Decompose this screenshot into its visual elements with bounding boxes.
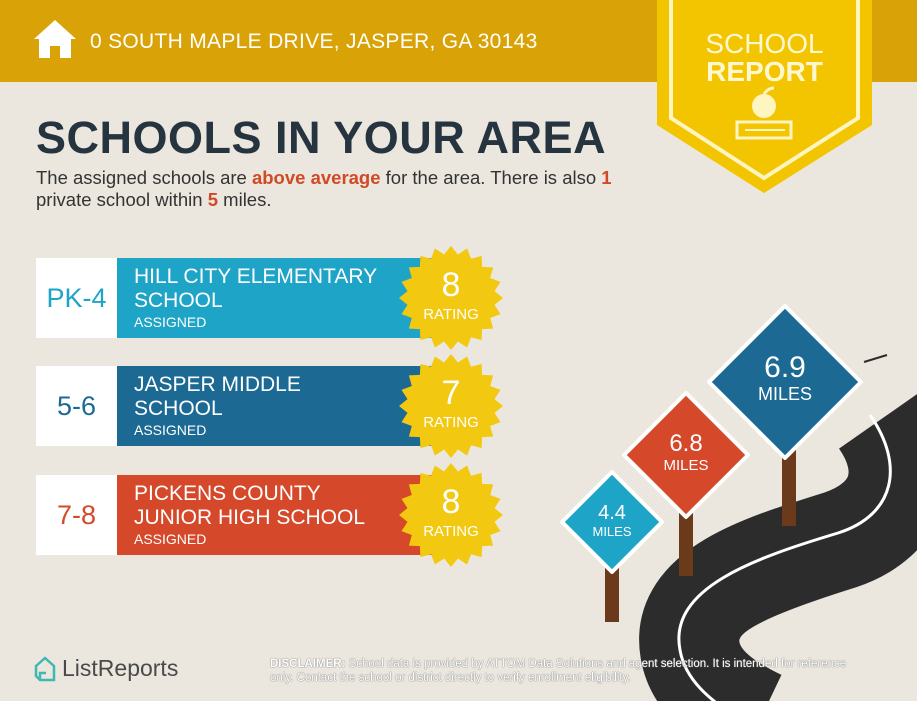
- rating-starburst-icon: [399, 463, 503, 567]
- school-bar: JASPER MIDDLE SCHOOL ASSIGNED: [117, 366, 437, 446]
- sign-distance: 6.8: [669, 430, 703, 457]
- home-icon: [34, 20, 76, 58]
- intro-text: The assigned schools are above average f…: [36, 167, 612, 210]
- school-name: HILL CITY ELEMENTARY SCHOOL: [134, 265, 377, 312]
- school-status: ASSIGNED: [134, 422, 207, 438]
- grade-range: 7-8: [36, 475, 117, 555]
- sign-label: 4.4 MILES: [562, 502, 662, 539]
- rating-value: 8: [441, 483, 461, 521]
- sign-post: [782, 440, 796, 526]
- rating-label: RATING: [423, 414, 479, 431]
- road-line: [677, 414, 892, 701]
- distance-sign: [622, 391, 750, 519]
- badge-line-2: REPORT: [706, 56, 823, 87]
- school-bar: HILL CITY ELEMENTARY SCHOOL ASSIGNED: [117, 258, 437, 338]
- sign-label: 6.8 MILES: [624, 430, 748, 475]
- school-report-badge: [657, 0, 872, 193]
- school-name: PICKENS COUNTY JUNIOR HIGH SCHOOL: [134, 482, 366, 529]
- sign-unit: MILES: [592, 524, 632, 539]
- rating-label: RATING: [423, 306, 479, 323]
- rating-starburst-icon: [399, 354, 503, 458]
- school-bar: PICKENS COUNTY JUNIOR HIGH SCHOOL ASSIGN…: [117, 475, 437, 555]
- grade-range: PK-4: [36, 258, 117, 338]
- school-name: JASPER MIDDLE SCHOOL: [134, 373, 301, 420]
- school-row: 7-8 PICKENS COUNTY JUNIOR HIGH SCHOOL AS…: [36, 463, 506, 567]
- rating-value: 8: [441, 266, 461, 304]
- sign-post: [605, 560, 619, 622]
- distance-sign: [560, 470, 664, 574]
- grade-range: 5-6: [36, 366, 117, 446]
- rating-value: 7: [441, 374, 461, 412]
- school-status: ASSIGNED: [134, 314, 207, 330]
- distance-sign: [707, 304, 863, 460]
- sign-distance: 6.9: [764, 351, 806, 384]
- disclaimer: DISCLAIMER: School data is provided by A…: [270, 658, 847, 684]
- rating-starburst-icon: [399, 246, 503, 350]
- rating-label: RATING: [423, 523, 479, 540]
- badge-line-1: SCHOOL: [705, 28, 824, 59]
- sign-distance: 4.4: [598, 502, 626, 524]
- property-address: 0 SOUTH MAPLE DRIVE, JASPER, GA 30143: [90, 30, 538, 53]
- listreports-logo: ListReports: [34, 655, 178, 682]
- brand-name: ListReports: [62, 655, 179, 681]
- school-status: ASSIGNED: [134, 531, 207, 547]
- sign-label: 6.9 MILES: [709, 352, 861, 405]
- sign-post: [679, 500, 693, 576]
- sign-unit: MILES: [757, 384, 813, 404]
- sign-unit: MILES: [663, 457, 709, 474]
- road: [639, 394, 917, 701]
- listreports-logo-icon: [34, 655, 56, 681]
- page-title: SCHOOLS IN YOUR AREA: [36, 112, 607, 163]
- school-row: PK-4 HILL CITY ELEMENTARY SCHOOL ASSIGNE…: [36, 246, 506, 350]
- school-row: 5-6 JASPER MIDDLE SCHOOL ASSIGNED 7 RATI…: [36, 354, 506, 458]
